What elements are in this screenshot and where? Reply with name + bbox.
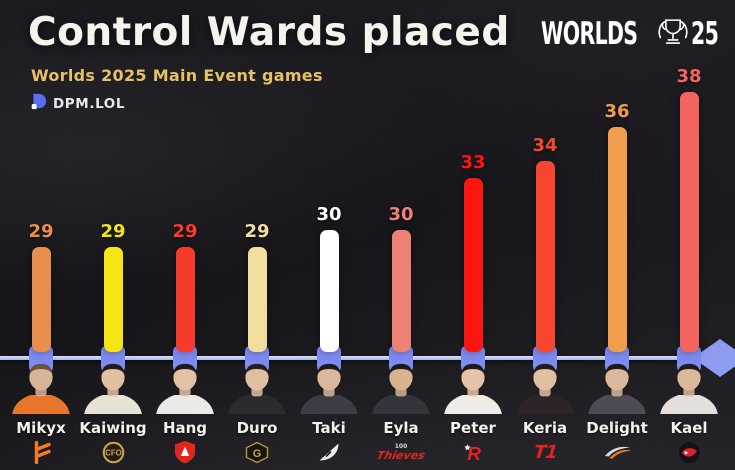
player-kael: Kael bbox=[654, 362, 724, 465]
player-taki: Taki bbox=[294, 362, 364, 465]
player-keria: Keria T1 bbox=[510, 362, 580, 465]
player-name: Delight bbox=[586, 419, 648, 437]
player-delight: Delight bbox=[582, 362, 652, 465]
cfo-logo: CFO bbox=[102, 439, 125, 465]
player-avatar bbox=[657, 362, 721, 418]
bar-kaiwing bbox=[103, 247, 123, 352]
geng-logo: G bbox=[245, 439, 269, 465]
player-avatar bbox=[369, 362, 433, 418]
player-name: Kaiwing bbox=[79, 419, 147, 437]
player-eyla: Eyla 100 Thieves bbox=[366, 362, 436, 465]
worlds-logo-year: 25 bbox=[690, 16, 719, 52]
bar-kael bbox=[679, 92, 699, 352]
player-avatar bbox=[225, 362, 289, 418]
value-label: 29 bbox=[100, 221, 126, 242]
value-label: 38 bbox=[676, 66, 702, 87]
player-name: Eyla bbox=[383, 419, 419, 437]
worlds-25-logo: WORLDS 25 bbox=[516, 13, 725, 55]
player-name: Peter bbox=[450, 419, 496, 437]
svg-text:R: R bbox=[467, 442, 481, 463]
player-kaiwing: Kaiwing CFO bbox=[78, 362, 148, 465]
player-name: Mikyx bbox=[16, 419, 66, 437]
value-label: 30 bbox=[316, 204, 342, 225]
svg-text:CFO: CFO bbox=[105, 448, 122, 457]
value-label: 29 bbox=[172, 221, 198, 242]
player-avatar bbox=[441, 362, 505, 418]
axis-line bbox=[0, 356, 708, 360]
player-name: Kael bbox=[670, 419, 708, 437]
player-hang: Hang bbox=[150, 362, 220, 465]
tes-logo bbox=[174, 439, 196, 465]
player-avatar bbox=[81, 362, 145, 418]
secret-logo bbox=[317, 439, 341, 465]
bar-hang bbox=[175, 247, 195, 352]
bar-delight bbox=[607, 127, 627, 352]
value-label: 34 bbox=[532, 135, 558, 156]
dpm-lol-icon bbox=[30, 93, 47, 114]
player-avatar bbox=[585, 362, 649, 418]
value-label: 30 bbox=[388, 204, 414, 225]
dpm-lol-brand: DPM.LOL bbox=[30, 93, 125, 114]
player-mikyx: Mikyx bbox=[6, 362, 76, 465]
t1-logo: T1 bbox=[532, 441, 558, 463]
player-avatar bbox=[153, 362, 217, 418]
vks-logo bbox=[678, 439, 701, 465]
bar-mikyx bbox=[31, 247, 51, 352]
player-name: Duro bbox=[236, 419, 278, 437]
player-name: Taki bbox=[312, 419, 346, 437]
svg-text:G: G bbox=[253, 448, 262, 460]
player-peter: Peter R bbox=[438, 362, 508, 465]
player-avatar bbox=[9, 362, 73, 418]
player-name: Keria bbox=[522, 419, 568, 437]
bar-eyla bbox=[391, 230, 411, 352]
value-label: 36 bbox=[604, 101, 630, 122]
hle-logo bbox=[603, 439, 632, 465]
summoners-cup-icon bbox=[654, 13, 692, 55]
page-title: Control Wards placed bbox=[28, 10, 510, 55]
worlds-logo-text: WORLDS bbox=[540, 16, 637, 52]
bar-duro bbox=[247, 247, 267, 352]
player-avatar bbox=[513, 362, 577, 418]
value-label: 33 bbox=[460, 152, 486, 173]
fnatic-logo bbox=[29, 439, 54, 465]
chart-subtitle: Worlds 2025 Main Event games bbox=[31, 66, 323, 85]
bar-keria bbox=[535, 161, 555, 352]
100-thieves-logo: 100 Thieves bbox=[375, 442, 427, 462]
player-avatar bbox=[297, 362, 361, 418]
bar-peter bbox=[463, 178, 483, 352]
value-label: 29 bbox=[28, 221, 54, 242]
player-name: Hang bbox=[162, 419, 208, 437]
value-label: 29 bbox=[244, 221, 270, 242]
kt-rolster-logo: R bbox=[462, 439, 485, 465]
dpm-lol-label: DPM.LOL bbox=[53, 95, 126, 112]
player-duro: Duro G bbox=[222, 362, 292, 465]
bar-taki bbox=[319, 230, 339, 352]
